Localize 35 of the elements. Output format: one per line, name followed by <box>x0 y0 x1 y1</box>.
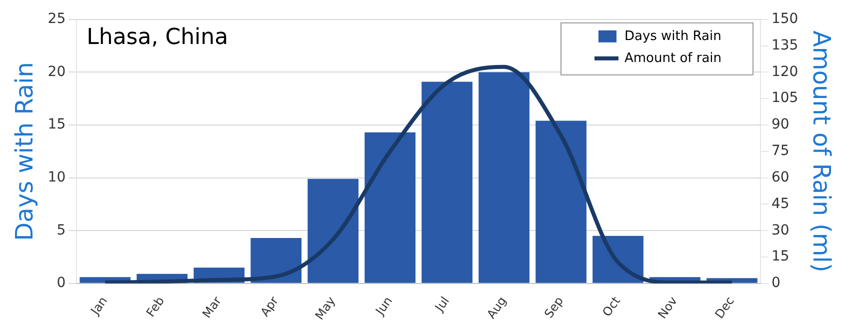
bar <box>250 238 302 283</box>
y2-tick-label: 90 <box>771 116 790 133</box>
bar <box>308 178 358 283</box>
y-axis-title: Days with Rain <box>10 62 39 241</box>
y2-tick-label: 30 <box>771 222 790 238</box>
y2-tick-label: 150 <box>771 11 798 28</box>
x-tick-label: Oct <box>600 294 624 320</box>
legend-label: Days with Rain <box>624 28 722 44</box>
legend-label: Amount of rain <box>624 50 722 66</box>
y-tick-label: 10 <box>48 169 66 186</box>
x-tick-label: Jul <box>432 294 452 315</box>
line-series <box>103 64 734 284</box>
x-tick-label: Jan <box>87 294 110 318</box>
y-tick-label: 15 <box>48 116 66 133</box>
x-tick-label: Feb <box>143 294 168 320</box>
y-tick-label: 20 <box>48 64 66 80</box>
y2-tick-label: 75 <box>771 143 790 160</box>
y-tick-label: 25 <box>48 11 66 28</box>
y2-tick-label: 120 <box>771 64 798 80</box>
y2-tick-label: 60 <box>771 169 790 186</box>
bar <box>422 82 472 283</box>
bar <box>536 120 586 283</box>
y2-tick-label: 135 <box>771 37 798 54</box>
x-tick-label: Sep <box>542 294 566 321</box>
y2-tick-label: 0 <box>771 275 780 292</box>
bar <box>364 132 416 283</box>
y-tick-label: 5 <box>56 222 66 238</box>
bar <box>478 72 530 283</box>
y2-tick-label: 45 <box>771 196 790 212</box>
y2-tick-label: 15 <box>771 248 790 265</box>
chart-title: Lhasa, China <box>86 25 228 50</box>
x-tick-label: Jun <box>372 294 396 318</box>
y-tick-label: 0 <box>56 275 66 292</box>
y2-tick-label: 105 <box>771 90 798 106</box>
y2-axis-title: Amount of Rain (ml) <box>807 30 836 272</box>
